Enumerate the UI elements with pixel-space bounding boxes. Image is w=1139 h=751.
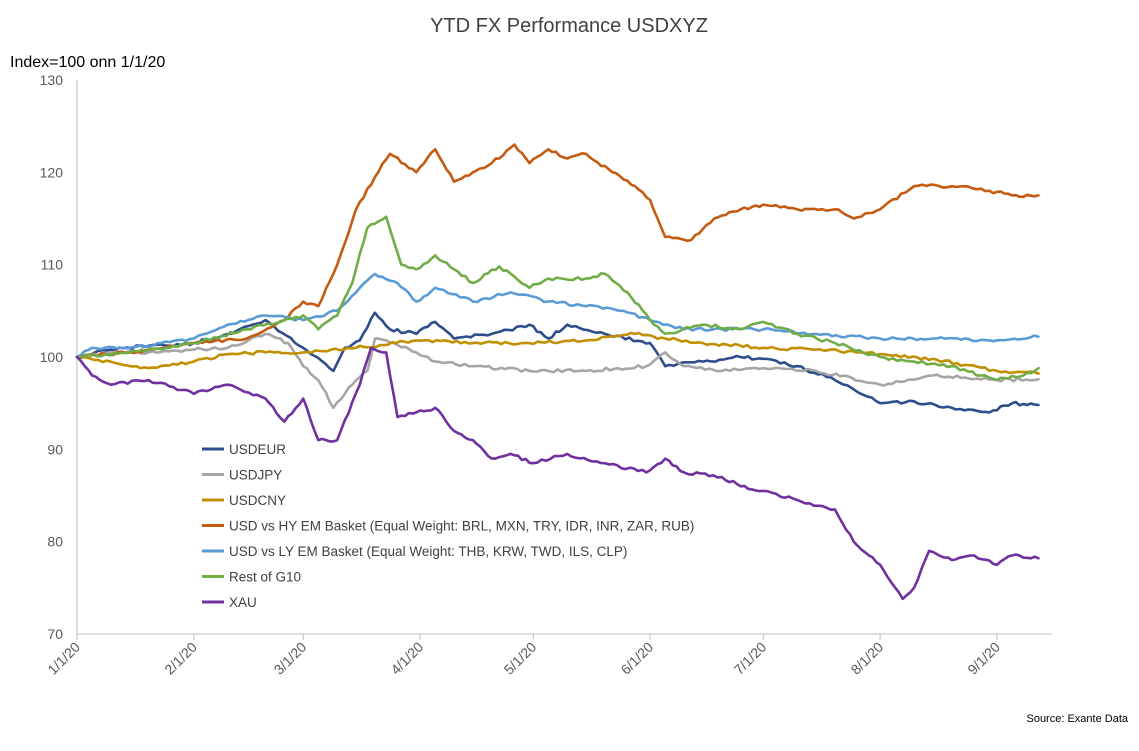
legend-entry: USDEUR [229, 442, 286, 457]
y-tick-label: 70 [47, 626, 63, 642]
y-axis-label: Index=100 onn 1/1/20 [10, 54, 165, 71]
x-tick-label: 6/1/20 [617, 639, 656, 678]
x-tick-label: 5/1/20 [501, 639, 540, 678]
plot-area: 70 80 90 100 110 120 130 1/1/20 2/1/20 3/1/20 4/1/… [40, 72, 1052, 678]
y-tick-label: 120 [40, 164, 64, 180]
legend-entry: USDJPY [229, 468, 282, 483]
x-tick-label: 8/1/20 [847, 639, 886, 678]
x-tick-label: 4/1/20 [387, 639, 426, 678]
chart-title: YTD FX Performance USDXYZ [430, 15, 708, 37]
y-tick-label: 90 [47, 441, 63, 457]
y-tick-label: 80 [47, 534, 63, 550]
y-tick-label: 130 [40, 72, 64, 88]
y-tick-label: 100 [40, 349, 64, 365]
series-line [75, 346, 1040, 601]
y-tick-label: 110 [41, 257, 64, 273]
x-tick-label: 1/1/20 [44, 639, 83, 678]
legend-entry: XAU [229, 595, 257, 610]
legend-entry: USD vs LY EM Basket (Equal Weight: THB, … [229, 544, 627, 559]
x-tick-label: 2/1/20 [161, 639, 200, 678]
series-line [75, 143, 1040, 360]
series-line [75, 332, 1040, 410]
source-note: Source: Exante Data [1026, 713, 1128, 725]
x-tick-label: 3/1/20 [271, 639, 310, 678]
series-line [75, 331, 1040, 375]
x-tick-label: 7/1/20 [731, 639, 770, 678]
series-line [75, 272, 1040, 359]
x-tick-label: 9/1/20 [964, 639, 1003, 678]
legend-entry: Rest of G10 [229, 570, 301, 585]
legend-entry: USDCNY [229, 493, 286, 508]
legend: USDEUR USDJPY USDCNY USD vs HY EM Basket (E… [202, 442, 694, 610]
series-line [75, 215, 1040, 382]
legend-entry: USD vs HY EM Basket (Equal Weight: BRL, … [229, 519, 694, 534]
series-line [75, 311, 1040, 414]
